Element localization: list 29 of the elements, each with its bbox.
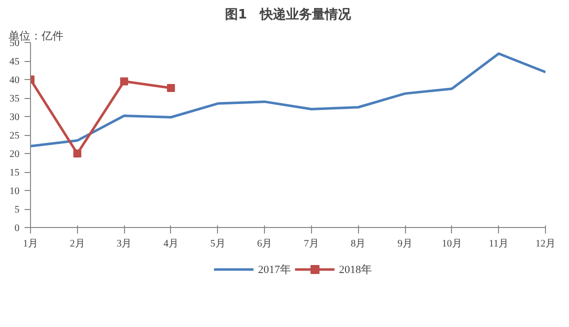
- x-tick-label: 3月: [116, 238, 132, 250]
- x-tick-label: 7月: [304, 238, 319, 250]
- x-tick-label: 12月: [536, 238, 556, 250]
- y-tick-label: 45: [10, 56, 20, 68]
- line-series: [30, 52, 546, 148]
- x-tick-label: 10月: [442, 238, 462, 250]
- legend-label: 2017年: [258, 262, 291, 276]
- x-tick-label: 6月: [257, 238, 272, 250]
- y-tick-label: 15: [10, 168, 20, 178]
- point: [120, 77, 128, 86]
- y-tick-label: 10: [10, 186, 20, 197]
- x-tick-label: 2月: [70, 238, 85, 250]
- y-tick-label: 5: [14, 204, 20, 216]
- x-tick-label: 1月: [23, 238, 38, 250]
- y-tick-label: 35: [10, 94, 20, 104]
- legend-label: 2018年: [339, 262, 372, 276]
- x-tick-label: 5月: [210, 238, 226, 250]
- y-tick-label: 40: [10, 75, 20, 86]
- y-tick-label: 20: [10, 149, 20, 160]
- x-tick-label: 4月: [163, 238, 178, 250]
- x-tick-label: 11月: [488, 238, 509, 250]
- point: [166, 84, 175, 92]
- y-tick-label: 30: [10, 112, 20, 123]
- chart-title: 图1 快递业务量情况: [224, 6, 352, 22]
- x-tick-label: 8月: [350, 238, 366, 250]
- y-tick-label: 0: [14, 223, 20, 234]
- y-tick-label: 25: [10, 130, 20, 142]
- point: [73, 150, 82, 158]
- x-tick-label: 9月: [398, 238, 413, 250]
